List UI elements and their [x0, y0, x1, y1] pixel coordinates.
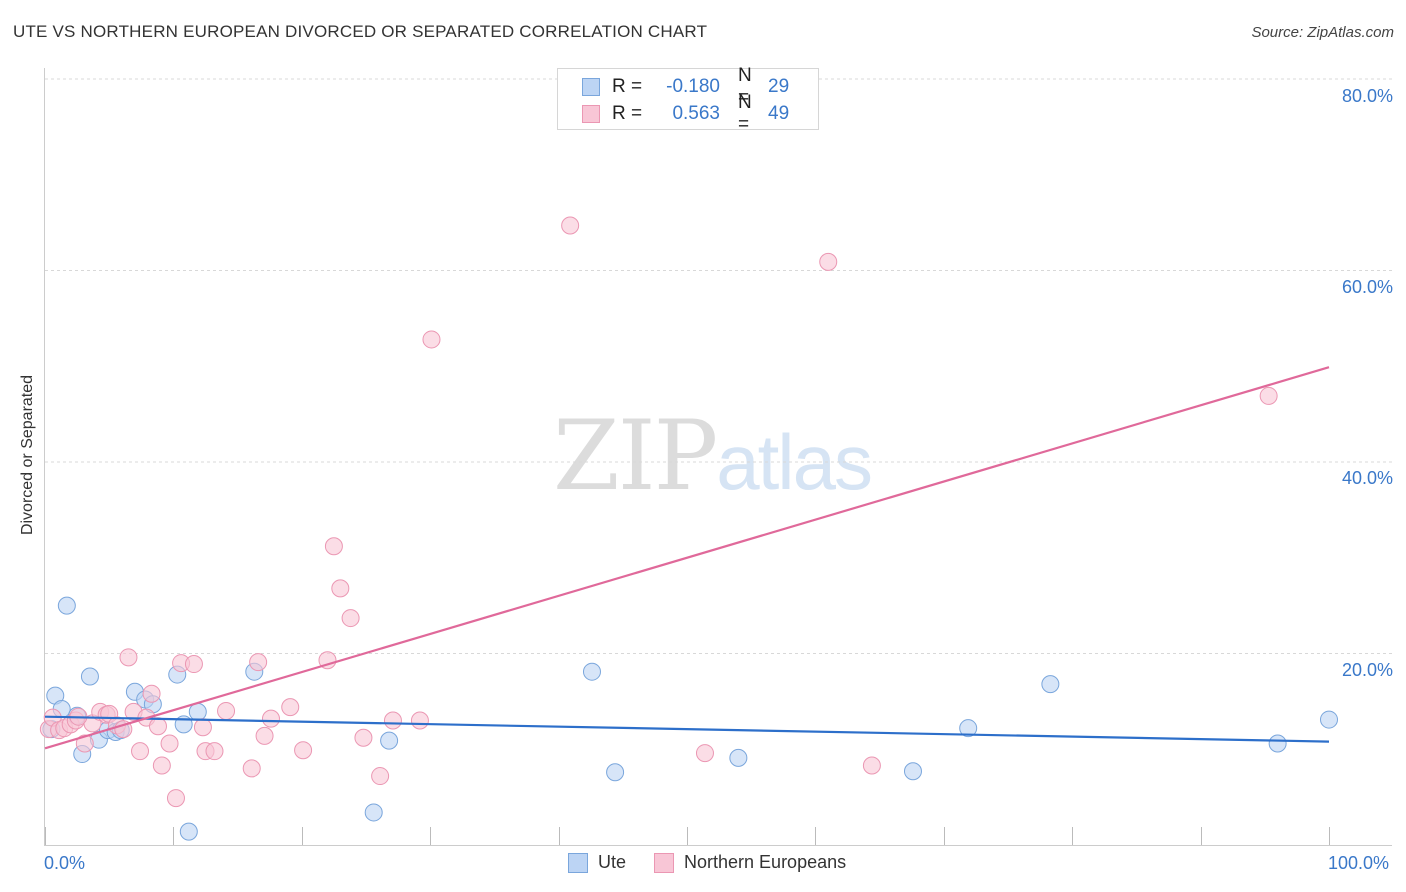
ute-point-20 [582, 662, 601, 681]
ute-point-27 [1320, 710, 1338, 729]
northern-europeans-point-36 [331, 579, 350, 598]
northern-europeans-point-46 [862, 756, 881, 775]
ute-point-6 [80, 667, 99, 686]
northern-europeans-point-47 [1259, 386, 1278, 405]
series-legend: Ute Northern Europeans [568, 852, 874, 873]
ute-point-15 [179, 822, 198, 841]
northern-europeans-point-24 [193, 718, 212, 737]
r-label: R = [612, 76, 643, 97]
x-tick-label-min: 0.0% [44, 853, 86, 873]
ute-point-18 [364, 803, 383, 822]
northern-europeans-point-19 [152, 756, 171, 775]
northern-europeans-point-38 [354, 728, 373, 747]
northern-europeans-point-44 [695, 744, 714, 763]
northern-europeans-point-34 [318, 651, 337, 670]
trend-lines [44, 366, 1330, 750]
northern-europeans-point-40 [383, 711, 402, 730]
northern-europeans-point-29 [249, 653, 268, 672]
northern-europeans-swatch [582, 105, 600, 123]
legend-row-northern-europeans: R = 0.563 N = 49 [582, 92, 790, 135]
watermark-zip: ZIP [553, 400, 718, 512]
legend-label-ute: Ute [598, 852, 627, 872]
ute-point-26 [1268, 734, 1287, 753]
source-credit: Source: ZipAtlas.com [1251, 24, 1394, 41]
chart-title: UTE VS NORTHERN EUROPEAN DIVORCED OR SEP… [13, 22, 708, 41]
ute-swatch [568, 852, 588, 873]
northern-europeans-point-17 [142, 684, 161, 703]
northern-europeans-point-42 [422, 330, 441, 349]
n-label: N = [738, 65, 752, 108]
northern-europeans-point-30 [255, 726, 274, 745]
northern-europeans-point-32 [281, 698, 300, 717]
northern-europeans-point-18 [148, 717, 167, 736]
northern-europeans-point-37 [341, 609, 360, 628]
correlation-legend: R = -0.180 N = 29 R = 0.563 N = 49 [557, 65, 819, 135]
n-value: 29 [768, 76, 790, 97]
ute-point-23 [903, 762, 922, 781]
ute-point-25 [1041, 675, 1060, 694]
ute-point-24 [959, 719, 978, 738]
northern-europeans-point-41 [410, 711, 429, 730]
northern-europeans-point-20 [160, 734, 179, 753]
ute-trend-line [44, 715, 1330, 743]
ute-point-21 [606, 763, 625, 782]
legend-row-ute: R = -0.180 N = 29 [582, 65, 790, 108]
northern-europeans-point-39 [371, 767, 390, 786]
legend-label-northern-europeans: Northern Europeans [684, 852, 847, 872]
n-value: 49 [768, 103, 790, 124]
watermark: ZIPatlas [553, 400, 873, 512]
ute-swatch [582, 78, 600, 96]
northern-europeans-point-21 [166, 789, 185, 808]
r-value: -0.180 [666, 76, 720, 97]
gridlines [45, 78, 1392, 654]
x-tick-label-max: 100.0% [1328, 853, 1390, 873]
northern-europeans-point-35 [324, 537, 343, 556]
r-label: R = [612, 103, 643, 124]
northern-europeans-point-26 [205, 742, 224, 761]
northern-europeans-point-43 [561, 216, 580, 235]
northern-europeans-point-31 [261, 709, 280, 728]
n-label: N = [738, 92, 752, 135]
northern-europeans-point-23 [184, 655, 203, 674]
y-tick-label-20: 20.0% [1341, 660, 1393, 680]
r-value: 0.563 [672, 103, 720, 124]
ute-point-22 [729, 748, 748, 767]
data-points [39, 216, 1338, 841]
northern-europeans-point-27 [217, 701, 236, 720]
y-tick-label-40: 40.0% [1341, 468, 1393, 488]
northern-europeans-point-6 [75, 734, 94, 753]
northern-europeans-swatch [654, 852, 675, 873]
northern-europeans-point-13 [119, 648, 138, 667]
ute-point-19 [380, 731, 399, 750]
y-tick-label-80: 80.0% [1341, 86, 1393, 106]
northern-europeans-trend-line [44, 366, 1330, 750]
ute-point-3 [57, 596, 76, 615]
northern-europeans-point-45 [819, 252, 838, 271]
northern-europeans-point-28 [242, 759, 261, 778]
y-tick-label-60: 60.0% [1341, 277, 1393, 297]
legend-item-ute[interactable]: Ute [568, 852, 626, 873]
northern-europeans-point-33 [294, 741, 313, 760]
legend-item-northern-europeans[interactable]: Northern Europeans [654, 852, 846, 873]
y-axis-label: Divorced or Separated [19, 374, 36, 536]
ute-point-16 [188, 702, 207, 721]
northern-europeans-point-15 [131, 742, 150, 761]
